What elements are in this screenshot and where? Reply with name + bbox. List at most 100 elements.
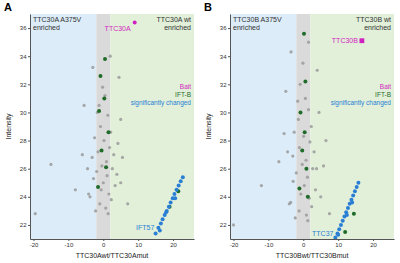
tick-label: 28 <box>20 138 27 144</box>
tick-label: 10 <box>135 242 142 248</box>
point <box>359 38 364 43</box>
tick-mark <box>228 197 230 198</box>
annotation: TTC37 <box>312 230 334 237</box>
legend-entry: significantly changed <box>131 99 192 107</box>
point <box>317 111 320 114</box>
point <box>167 205 171 209</box>
point <box>351 193 355 197</box>
point <box>299 192 302 195</box>
tick-label: 0 <box>302 242 306 248</box>
y-tick: 24 <box>220 194 230 200</box>
point <box>306 195 310 199</box>
point <box>339 223 343 227</box>
point <box>106 174 109 177</box>
point <box>322 164 325 167</box>
y-axis-title: Intensity <box>205 113 213 140</box>
point <box>301 62 304 65</box>
tick-mark <box>373 239 374 241</box>
point <box>299 83 302 86</box>
tick-mark <box>228 28 230 29</box>
series <box>154 175 185 235</box>
region <box>30 14 96 239</box>
point <box>95 170 98 173</box>
legend-entry: Bait <box>380 83 391 90</box>
point <box>304 159 307 162</box>
point <box>296 100 299 103</box>
point <box>94 209 97 212</box>
point <box>91 156 94 159</box>
x-axis: -20-1001020 <box>30 239 195 248</box>
tick-mark <box>103 239 104 241</box>
tick-mark <box>338 239 339 241</box>
x-tick: -10 <box>65 239 74 248</box>
point <box>105 160 108 163</box>
tick-mark <box>28 28 30 29</box>
point <box>341 219 345 223</box>
point <box>100 164 103 167</box>
region <box>96 14 110 239</box>
series <box>232 41 331 227</box>
series <box>333 181 360 239</box>
x-tick: -10 <box>265 239 274 248</box>
annotation: TTC30A <box>105 25 131 32</box>
point <box>98 202 101 205</box>
point <box>92 177 95 180</box>
point <box>303 80 307 84</box>
panel-title: A <box>4 1 12 13</box>
point <box>343 230 347 234</box>
tick-mark <box>228 56 230 57</box>
point <box>154 231 158 235</box>
y-tick: 24 <box>20 194 30 200</box>
legend-entry: IFT-B <box>175 91 191 98</box>
y-tick: 28 <box>220 138 230 144</box>
series <box>34 55 130 216</box>
point <box>82 104 85 107</box>
point <box>107 130 111 134</box>
tick-label: 34 <box>20 54 27 60</box>
y-axis: 2224262830323436 <box>220 15 231 240</box>
y-tick: 26 <box>20 166 30 172</box>
region <box>310 14 394 239</box>
point <box>179 179 183 183</box>
point <box>181 175 185 179</box>
point <box>310 125 313 128</box>
point <box>172 192 176 196</box>
tick-label: 20 <box>370 242 377 248</box>
tick-label: 30 <box>220 110 227 116</box>
point <box>177 184 181 188</box>
region-label: TTC30B wtenriched <box>356 16 391 31</box>
point <box>34 212 37 215</box>
tick-label: 22 <box>220 222 227 228</box>
point <box>337 227 341 231</box>
point <box>311 167 314 170</box>
point <box>109 55 112 58</box>
tick-mark <box>28 197 30 198</box>
y-tick: 22 <box>20 222 30 228</box>
point <box>324 139 327 142</box>
point <box>173 196 177 200</box>
x-axis: -20-1001020 <box>230 239 395 248</box>
point <box>114 184 117 187</box>
tick-label: 34 <box>220 54 227 60</box>
plot-area <box>230 14 394 239</box>
point <box>353 189 357 193</box>
series <box>359 38 364 43</box>
tick-mark <box>228 225 230 226</box>
point <box>112 153 115 156</box>
point <box>87 192 90 195</box>
point <box>119 118 122 121</box>
tick-label: 24 <box>220 194 227 200</box>
point <box>175 188 179 192</box>
point <box>345 213 349 217</box>
y-axis: 2224262830323436 <box>20 15 31 240</box>
tick-mark <box>28 225 30 226</box>
point <box>116 142 119 145</box>
annotation: TTC30B <box>332 37 358 44</box>
y-tick: 30 <box>20 110 30 116</box>
point <box>315 167 318 170</box>
point <box>117 76 120 79</box>
x-tick: 10 <box>335 239 342 248</box>
legend-entry: IFT-B <box>375 91 391 98</box>
point <box>288 202 291 205</box>
point <box>306 176 309 179</box>
